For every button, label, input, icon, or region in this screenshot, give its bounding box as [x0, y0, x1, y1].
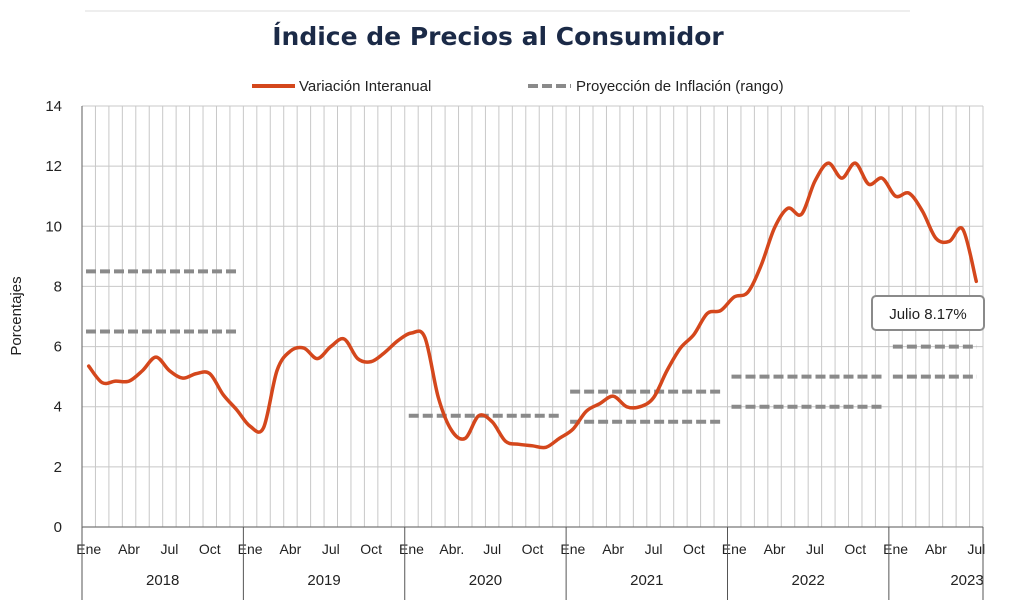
projection-ranges: [86, 269, 977, 424]
chart-title: Índice de Precios al Consumidor: [272, 22, 724, 51]
y-tick-label: 10: [45, 218, 62, 235]
x-month-label: Jul: [322, 541, 340, 557]
y-tick-label: 12: [45, 158, 62, 175]
x-month-label: Abr: [764, 541, 786, 557]
x-month-label: Jul: [806, 541, 824, 557]
x-axis: Ene Abr Jul Oct 2018 Ene Abr Jul Oct 2019 Ene Abr. J…: [76, 527, 985, 600]
x-month-label: Ene: [76, 541, 101, 557]
x-year-label: 2019: [307, 572, 340, 589]
x-month-label: Ene: [560, 541, 585, 557]
y-tick-label: 8: [54, 278, 62, 295]
series-line-variacion-interanual: [86, 161, 979, 450]
x-month-label: Oct: [522, 541, 544, 557]
x-month-label: Jul: [967, 541, 985, 557]
x-month-label: Oct: [360, 541, 382, 557]
y-tick-label: 14: [45, 98, 62, 115]
x-month-label: Abr: [280, 541, 302, 557]
callout: Julio 8.17%: [871, 295, 985, 331]
x-year-label: 2021: [630, 572, 663, 589]
x-year-label: 2022: [791, 572, 824, 589]
x-month-label: Ene: [238, 541, 263, 557]
callout-box: [871, 295, 985, 331]
callout-text: Julio 8.17%: [889, 306, 967, 323]
x-month-label: Ene: [399, 541, 424, 557]
y-axis-title: Porcentajes: [8, 276, 25, 355]
x-month-label: Oct: [199, 541, 221, 557]
x-month-label: Oct: [844, 541, 866, 557]
y-tick-label: 4: [54, 399, 62, 416]
y-tick-label: 6: [54, 339, 62, 356]
grid: [81, 105, 984, 528]
legend: Variación Interanual Proyección de Infla…: [252, 78, 784, 95]
x-year-label: 2023: [950, 572, 983, 589]
series-lines: [86, 161, 979, 450]
x-year-label: 2018: [146, 572, 179, 589]
x-year-label: 2020: [469, 572, 502, 589]
x-month-label: Abr: [118, 541, 140, 557]
x-month-label: Jul: [645, 541, 663, 557]
x-month-label: Abr.: [439, 541, 464, 557]
x-month-label: Abr: [602, 541, 624, 557]
x-month-label: Ene: [883, 541, 908, 557]
x-month-label: Oct: [683, 541, 705, 557]
y-tick-label: 0: [54, 519, 62, 536]
x-month-label: Abr: [925, 541, 947, 557]
y-tick-label: 2: [54, 459, 62, 476]
x-month-label: Ene: [722, 541, 747, 557]
legend-label-proyeccion: Proyección de Inflación (rango): [576, 78, 784, 95]
x-month-label: Jul: [483, 541, 501, 557]
legend-label-variacion: Variación Interanual: [299, 78, 431, 95]
y-axis-ticks: 0 2 4 6 8 10 12 14: [45, 98, 62, 536]
x-month-label: Jul: [160, 541, 178, 557]
